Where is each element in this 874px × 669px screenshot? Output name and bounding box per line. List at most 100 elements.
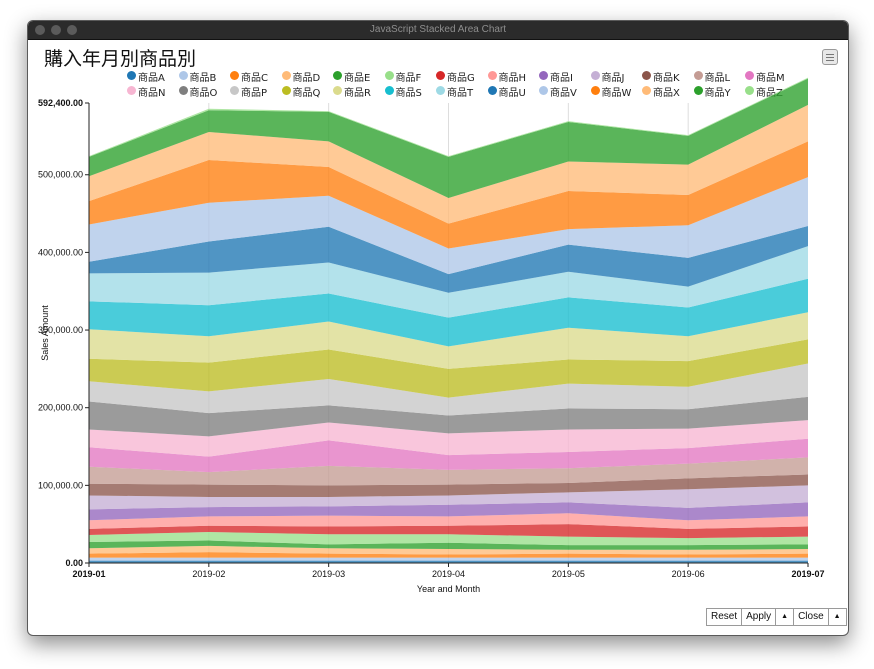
- legend-label: 商品Q: [292, 88, 321, 99]
- area-series: [89, 531, 808, 546]
- y-tick-label: 300,000.00: [38, 325, 83, 335]
- minimize-window-icon[interactable]: [51, 25, 61, 35]
- area-series: [89, 246, 808, 318]
- x-tick-label: 2019-05: [552, 569, 585, 579]
- legend-swatch: [384, 71, 394, 80]
- legend-swatch: [693, 71, 703, 80]
- legend-label: 商品H: [498, 73, 527, 84]
- legend-swatch: [539, 86, 548, 95]
- area-series: [89, 540, 808, 550]
- legend-swatch: [333, 86, 342, 95]
- chart-menu-button[interactable]: [822, 49, 838, 65]
- apply-dropdown-arrow-icon[interactable]: ▲: [775, 608, 795, 626]
- legend-swatch: [230, 86, 239, 95]
- area-series: [89, 474, 808, 497]
- area-series: [89, 524, 808, 539]
- area-series: [89, 457, 808, 486]
- close-window-icon[interactable]: [35, 25, 45, 35]
- legend-swatch: [487, 86, 497, 95]
- legend-label: 商品R: [344, 88, 371, 99]
- area-series: [89, 141, 808, 249]
- legend-label: 商品Z: [756, 88, 783, 99]
- y-tick-label: 200,000.00: [38, 403, 83, 413]
- legend-swatch: [590, 71, 600, 80]
- area-series: [89, 104, 808, 224]
- x-tick-label: 2019-04: [432, 569, 465, 579]
- legend-swatch: [436, 86, 445, 95]
- area-series: [89, 552, 808, 558]
- area-series: [89, 396, 808, 437]
- legend-label: 商品O: [189, 88, 218, 99]
- y-tick-label: 100,000.00: [38, 480, 83, 490]
- legend-label: 商品P: [241, 88, 268, 99]
- stacked-area-chart: 0.00 100,000.00 200,000.00 300,000.00 400,00…: [38, 77, 825, 594]
- area-series: [89, 278, 808, 347]
- window-title: JavaScript Stacked Area Chart: [369, 24, 507, 35]
- legend-label: 商品S: [395, 88, 422, 99]
- legend-label: 商品L: [704, 73, 731, 84]
- x-tick-label: 2019-01: [72, 569, 105, 579]
- legend-label: 商品U: [498, 88, 526, 99]
- legend-label: 商品J: [601, 73, 625, 84]
- legend-label: 商品W: [601, 88, 632, 99]
- legend-swatch: [436, 71, 445, 80]
- legend-label: 商品N: [138, 88, 166, 99]
- app-window: JavaScript Stacked Area Chart 購入年月別商品別 商…: [27, 20, 849, 636]
- apply-button[interactable]: Apply: [741, 608, 777, 626]
- chart-title: 購入年月別商品別: [44, 48, 197, 70]
- area-series: [89, 438, 808, 473]
- y-axis-label: Sales Amount: [40, 305, 50, 361]
- legend-label: 商品D: [292, 73, 321, 84]
- legend-swatch: [127, 71, 136, 80]
- legend-swatch: [178, 86, 188, 95]
- close-dropdown-arrow-icon[interactable]: ▲: [827, 608, 847, 626]
- legend-swatch: [745, 86, 754, 95]
- legend-label: 商品I: [550, 73, 573, 84]
- area-series: [89, 485, 808, 510]
- area-series: [89, 177, 808, 275]
- close-button[interactable]: Close: [793, 608, 829, 626]
- area-series: [89, 560, 808, 563]
- x-tick-label: 2019-06: [672, 569, 705, 579]
- area-series: [89, 225, 808, 293]
- area-series: [89, 312, 808, 369]
- legend-swatch: [487, 71, 497, 80]
- legend-swatch: [642, 71, 651, 80]
- legend-label: 商品X: [653, 88, 680, 99]
- legend-label: 商品M: [756, 73, 785, 84]
- x-tick-label: 2019-02: [192, 569, 225, 579]
- legend-label: 商品F: [395, 73, 422, 84]
- area-series: [89, 557, 808, 561]
- legend-swatch: [642, 86, 651, 95]
- legend-swatch: [178, 71, 188, 80]
- reset-button[interactable]: Reset: [706, 608, 743, 626]
- y-tick-label: 592,400.00: [38, 98, 83, 108]
- y-tick-label: 400,000.00: [38, 247, 83, 257]
- legend-swatch: [539, 71, 548, 80]
- legend-label: 商品C: [241, 73, 268, 84]
- legend-label: 商品Y: [704, 88, 731, 99]
- area-series: [89, 545, 808, 555]
- legend-swatch: [384, 86, 394, 95]
- zoom-window-icon[interactable]: [67, 25, 77, 35]
- hamburger-icon: [826, 54, 834, 55]
- legend-swatch: [127, 86, 136, 95]
- legend-label: 商品G: [447, 73, 475, 84]
- y-tick-label: 500,000.00: [38, 170, 83, 180]
- legend-swatch: [281, 71, 291, 80]
- legend-swatch: [281, 86, 291, 95]
- legend-label: 商品T: [447, 88, 474, 99]
- area-series: [89, 502, 808, 521]
- x-tick-label: 2019-07: [791, 569, 824, 579]
- x-axis-label: Year and Month: [417, 584, 480, 594]
- area-series: [89, 420, 808, 457]
- y-tick-label: 0.00: [65, 558, 83, 568]
- legend-label: 商品B: [189, 73, 217, 84]
- area-series: [89, 363, 808, 416]
- legend-label: 商品K: [653, 73, 680, 84]
- area-series: [89, 513, 808, 529]
- x-tick-label: 2019-03: [312, 569, 345, 579]
- area-series: [89, 339, 808, 398]
- legend-swatch: [745, 71, 754, 80]
- legend-label: 商品E: [344, 73, 371, 84]
